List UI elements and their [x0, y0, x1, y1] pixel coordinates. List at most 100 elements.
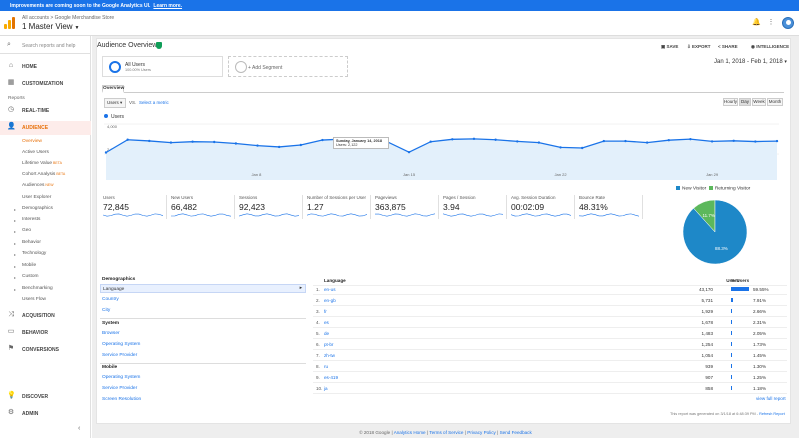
learn-more-link[interactable]: Learn more. [153, 3, 183, 9]
sidebar-group-geo[interactable]: Geo [22, 228, 32, 233]
intelligence-button[interactable]: ◉ INTELLIGENCE [751, 44, 789, 50]
data-point[interactable] [559, 146, 562, 149]
sidebar-item-behavior[interactable]: ▭ BEHAVIOR [0, 326, 91, 340]
sidebar-item-home[interactable]: ⌂ HOME [0, 60, 91, 74]
sidebar-group-technology[interactable]: Technology [22, 251, 47, 256]
data-point[interactable] [667, 139, 670, 142]
bell-icon[interactable]: 🔔 [752, 19, 761, 26]
sidebar-group-mobile[interactable]: Mobile [22, 263, 37, 268]
dimension-city[interactable]: City [102, 308, 111, 313]
data-point[interactable] [537, 141, 541, 144]
language-link[interactable]: pt-br [324, 342, 334, 347]
data-point[interactable] [407, 150, 411, 154]
sidebar-group-interests[interactable]: Interests [22, 217, 41, 222]
dimension-mobile-os[interactable]: Operating System [102, 375, 141, 380]
data-point[interactable] [516, 140, 519, 143]
users-line-chart[interactable] [104, 120, 779, 180]
dimension-service-provider[interactable]: Service Provider [102, 353, 138, 358]
sidebar-item-customization[interactable]: ▦ CUSTOMIZATION [0, 77, 91, 91]
language-link[interactable]: ja [324, 386, 328, 391]
analytics-logo-icon[interactable] [4, 17, 16, 29]
sidebar-subitem-overview[interactable]: Overview [22, 139, 42, 144]
search-input[interactable]: Search reports and help [22, 43, 76, 49]
sidebar-group-custom[interactable]: Custom [22, 274, 39, 279]
sidebar-subitem-audiences[interactable]: AudiencesNEW [22, 183, 54, 188]
data-point[interactable] [126, 138, 129, 141]
sidebar-group-demographics[interactable]: Demographics [22, 206, 53, 211]
language-link[interactable]: en-gb [324, 298, 336, 303]
data-point[interactable] [580, 146, 584, 150]
tab-overview[interactable]: Overview [102, 85, 125, 93]
language-link[interactable]: zh-tw [324, 353, 335, 358]
metric-select[interactable]: Users ▾ [104, 98, 126, 108]
data-point[interactable] [299, 143, 303, 147]
data-point[interactable] [689, 137, 692, 141]
language-link[interactable]: de [324, 331, 330, 336]
granularity-day[interactable]: Day [739, 98, 751, 106]
sidebar-subitem-users-flow[interactable]: Users Flow [22, 297, 46, 302]
sidebar-item-admin[interactable]: ⚙ ADMIN [0, 407, 91, 421]
language-link[interactable]: es-419 [324, 375, 339, 380]
pie-slice-new-visitor[interactable] [682, 199, 748, 265]
data-point[interactable] [451, 138, 454, 141]
save-button[interactable]: ▣ SAVE [661, 44, 678, 50]
sidebar-item-realtime[interactable]: ◷ REAL-TIME [0, 104, 91, 118]
data-point[interactable] [494, 138, 497, 141]
dimension-operating-system[interactable]: Operating System [102, 342, 141, 347]
share-button[interactable]: < SHARE [718, 44, 738, 49]
granularity-month[interactable]: Month [767, 98, 783, 106]
data-point[interactable] [191, 140, 194, 143]
dimension-screen-resolution[interactable]: Screen Resolution [102, 397, 142, 402]
collapse-sidebar-icon[interactable]: ‹ [78, 425, 81, 432]
footer-link-terms[interactable]: Terms of Service [429, 430, 464, 435]
sidebar-subitem-lifetime-value[interactable]: Lifetime ValueBETA [22, 161, 62, 166]
data-point[interactable] [472, 137, 476, 141]
data-point[interactable] [256, 144, 259, 147]
select-metric-link[interactable]: Select a metric [139, 100, 169, 105]
view-full-report-link[interactable]: view full report [756, 396, 786, 401]
footer-link-analytics-home[interactable]: Analytics Home [393, 430, 426, 435]
view-selector[interactable]: 1 Master View ▼ [22, 22, 80, 31]
sidebar-item-conversions[interactable]: ⚑ CONVERSIONS [0, 343, 91, 357]
data-point[interactable] [148, 139, 151, 143]
data-point[interactable] [775, 139, 779, 143]
dimension-language[interactable]: Language ▸ [100, 284, 306, 293]
sidebar-item-acquisition[interactable]: ⤨ ACQUISITION [0, 309, 91, 323]
data-point[interactable] [645, 141, 649, 144]
date-range-picker[interactable]: Jan 1, 2018 - Feb 1, 2018 ▾ [714, 59, 787, 65]
footer-link-feedback[interactable]: Send Feedback [499, 430, 532, 435]
visitor-pie-chart[interactable]: 11.7% 88.3% [682, 199, 748, 265]
granularity-week[interactable]: Week [752, 98, 766, 106]
data-point[interactable] [602, 139, 606, 143]
dimension-browser[interactable]: Browser [102, 331, 120, 336]
sidebar-item-discover[interactable]: 💡 DISCOVER [0, 390, 91, 404]
data-point[interactable] [234, 142, 238, 145]
sidebar-group-benchmarking[interactable]: Benchmarking [22, 286, 53, 291]
data-point[interactable] [732, 139, 735, 142]
sidebar-search[interactable]: ⌕ Search reports and help [0, 36, 91, 54]
language-link[interactable]: en-us [324, 287, 336, 292]
data-point[interactable] [104, 151, 108, 154]
sidebar-subitem-active-users[interactable]: Active Users [22, 150, 49, 155]
dimension-country[interactable]: Country [102, 297, 119, 302]
segment-all-users[interactable]: All Users 100.00% Users [102, 56, 223, 77]
avatar[interactable] [782, 17, 794, 29]
granularity-hourly[interactable]: Hourly [723, 98, 738, 106]
language-link[interactable]: ru [324, 364, 329, 369]
data-point[interactable] [624, 139, 627, 143]
data-point[interactable] [710, 140, 714, 143]
data-point[interactable] [321, 138, 324, 142]
data-point[interactable] [429, 140, 432, 143]
sidebar-subitem-user-explorer[interactable]: User Explorer [22, 195, 52, 200]
sidebar-subitem-cohort-analysis[interactable]: Cohort AnalysisBETA [22, 172, 65, 177]
more-vert-icon[interactable]: ⋮ [767, 19, 775, 26]
export-button[interactable]: ⇩ EXPORT [687, 44, 711, 50]
footer-link-privacy[interactable]: Privacy Policy [467, 430, 496, 435]
add-segment-button[interactable]: + Add Segment [228, 56, 348, 77]
sidebar-item-audience[interactable]: 👤 AUDIENCE [0, 121, 91, 135]
data-point[interactable] [277, 145, 281, 149]
sidebar-group-behavior[interactable]: Behavior [22, 240, 41, 245]
dimension-mobile-service-provider[interactable]: Service Provider [102, 386, 138, 391]
account-breadcrumb[interactable]: All accounts > Google Merchandise Store [22, 15, 115, 21]
refresh-report-link[interactable]: Refresh Report [759, 412, 785, 416]
